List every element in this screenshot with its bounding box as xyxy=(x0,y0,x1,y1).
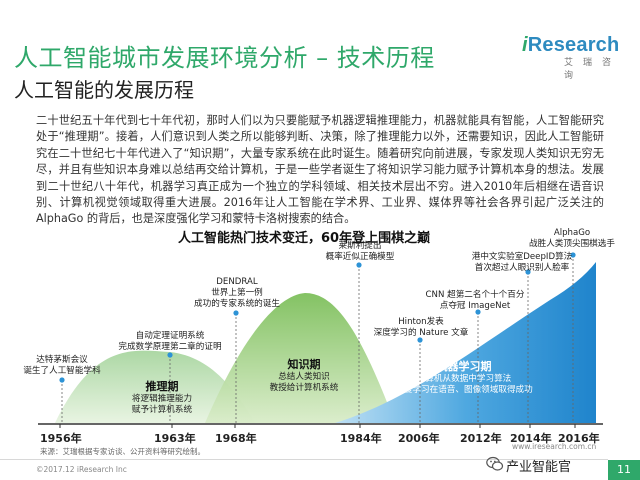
event-hinton-line-2: 深度学习的 Nature 文章 xyxy=(373,328,469,338)
source-note: 来源：艾瑞根据专家访谈、公开资料等研究绘制。 xyxy=(40,447,205,456)
year-label-2014: 2014年 xyxy=(510,432,552,445)
event-dartmouth-line-1: 达特茅斯会议 xyxy=(36,355,88,365)
phase-learning: 机器学习期 计算机从数据中学习算法 深度学习在语音、图像领域取得成功 xyxy=(384,358,544,396)
timeline-title: 人工智能热门技术变迁，60年登上围棋之巅 xyxy=(178,231,431,246)
logo-text: iResearch xyxy=(522,34,634,57)
event-cnn-line-2: 点夺冠 ImageNet xyxy=(439,301,511,311)
event-theorem-line-1: 自动定理证明系统 xyxy=(135,331,205,341)
logo-i: i xyxy=(522,34,528,56)
event-alphago: AlphaGo 战胜人类顶尖围棋选手 xyxy=(522,228,622,250)
page-number: 11 xyxy=(608,460,640,480)
year-label-1963: 1963年 xyxy=(154,432,196,445)
event-alphago-line-1: AlphaGo xyxy=(553,228,591,238)
year-label-2012: 2012年 xyxy=(460,432,502,445)
iresearch-logo: iResearch 艾瑞咨询 xyxy=(522,34,634,81)
phase-learning-name: 机器学习期 xyxy=(436,360,492,373)
event-dendral-line-2: 世界上第一例 xyxy=(211,288,263,298)
phase-reasoning-desc-1: 将逻辑推理能力 xyxy=(131,394,193,404)
knowledge-period-area xyxy=(205,293,395,423)
wechat-account-name: 产业智能官 xyxy=(506,460,572,475)
event-pearl-line-2: 概率近似正确模型 xyxy=(325,252,395,262)
footer-divider xyxy=(0,459,608,460)
event-hinton: Hinton发表 深度学习的 Nature 文章 xyxy=(366,317,476,339)
event-deepid: 港中文实验室DeepID算法 首次超过人眼识别人脸率 xyxy=(462,252,582,274)
intro-paragraph-block: 二十世纪五十年代到七十年代初，那时人们以为只要能赋予机器逻辑推理能力，机器就能具… xyxy=(36,113,604,228)
year-label-2006: 2006年 xyxy=(398,432,440,445)
dot-1968 xyxy=(233,310,239,316)
wechat-icon xyxy=(486,456,504,471)
dot-2006 xyxy=(417,337,423,343)
dot-1956 xyxy=(59,377,65,383)
dot-2016 xyxy=(570,252,576,258)
event-theorem-line-2: 完成数学原理第二章的证明 xyxy=(118,342,222,352)
axis-ticks xyxy=(59,424,576,428)
dot-1963 xyxy=(167,352,173,358)
year-label-2016: 2016年 xyxy=(558,432,600,445)
phase-reasoning: 推理期 将逻辑推理能力 赋予计算机系统 xyxy=(112,378,212,416)
learning-period-area xyxy=(335,262,596,423)
event-hinton-line-1: Hinton发表 xyxy=(398,317,444,327)
dot-2012 xyxy=(475,309,481,315)
year-label-1956: 1956年 xyxy=(40,432,82,445)
year-label-1968: 1968年 xyxy=(215,432,257,445)
event-dartmouth: 达特茅斯会议 诞生了人工智能学科 xyxy=(22,355,102,377)
event-pearl: 莱斯利提出 概率近似正确模型 xyxy=(320,241,400,263)
event-pearl-line-1: 莱斯利提出 xyxy=(338,241,382,251)
event-cnn: CNN 超第二名个十个百分 点夺冠 ImageNet xyxy=(418,290,532,312)
event-cnn-line-1: CNN 超第二名个十个百分 xyxy=(425,290,525,300)
intro-paragraph: 二十世纪五十年代到七十年代初，那时人们以为只要能赋予机器逻辑推理能力，机器就能具… xyxy=(36,114,604,226)
phase-learning-desc-2: 深度学习在语音、图像领域取得成功 xyxy=(395,385,533,395)
event-dendral-line-3: 成功的专家系统的诞生 xyxy=(194,299,280,309)
footer-url[interactable]: www.iresearch.com.cn xyxy=(512,442,597,451)
phase-reasoning-name: 推理期 xyxy=(145,380,179,393)
phase-knowledge-desc-1: 总结人类知识 xyxy=(278,372,330,382)
dot-2014 xyxy=(525,269,531,275)
logo-research: Research xyxy=(527,34,620,56)
event-dartmouth-line-2: 诞生了人工智能学科 xyxy=(23,366,101,376)
page-subtitle: 人工智能的发展历程 xyxy=(14,78,194,102)
dot-1984 xyxy=(356,262,362,268)
phase-knowledge-name: 知识期 xyxy=(287,358,321,371)
event-deepid-line-2: 首次超过人眼识别人脸率 xyxy=(474,263,570,273)
year-label-1984: 1984年 xyxy=(340,432,382,445)
phase-learning-desc-1: 计算机从数据中学习算法 xyxy=(416,374,512,384)
event-leaders xyxy=(61,255,574,424)
event-theorem: 自动定理证明系统 完成数学原理第二章的证明 xyxy=(110,331,230,353)
reasoning-period-area xyxy=(55,350,255,423)
phase-knowledge: 知识期 总结人类知识 教授给计算机系统 xyxy=(258,356,350,394)
logo-subtext: 艾瑞咨询 xyxy=(564,58,622,81)
phase-knowledge-desc-2: 教授给计算机系统 xyxy=(269,383,339,393)
event-deepid-line-1: 港中文实验室DeepID算法 xyxy=(471,252,573,262)
event-dendral: DENDRAL 世界上第一例 成功的专家系统的诞生 xyxy=(190,277,284,310)
event-dots xyxy=(59,252,576,383)
event-alphago-line-2: 战胜人类顶尖围棋选手 xyxy=(529,239,615,249)
page-title: 人工智能城市发展环境分析 – 技术历程 xyxy=(14,44,435,72)
phase-reasoning-desc-2: 赋予计算机系统 xyxy=(131,405,193,415)
footer-copyright: ©2017.12 iResearch Inc xyxy=(36,465,127,474)
event-dendral-line-1: DENDRAL xyxy=(216,277,258,287)
